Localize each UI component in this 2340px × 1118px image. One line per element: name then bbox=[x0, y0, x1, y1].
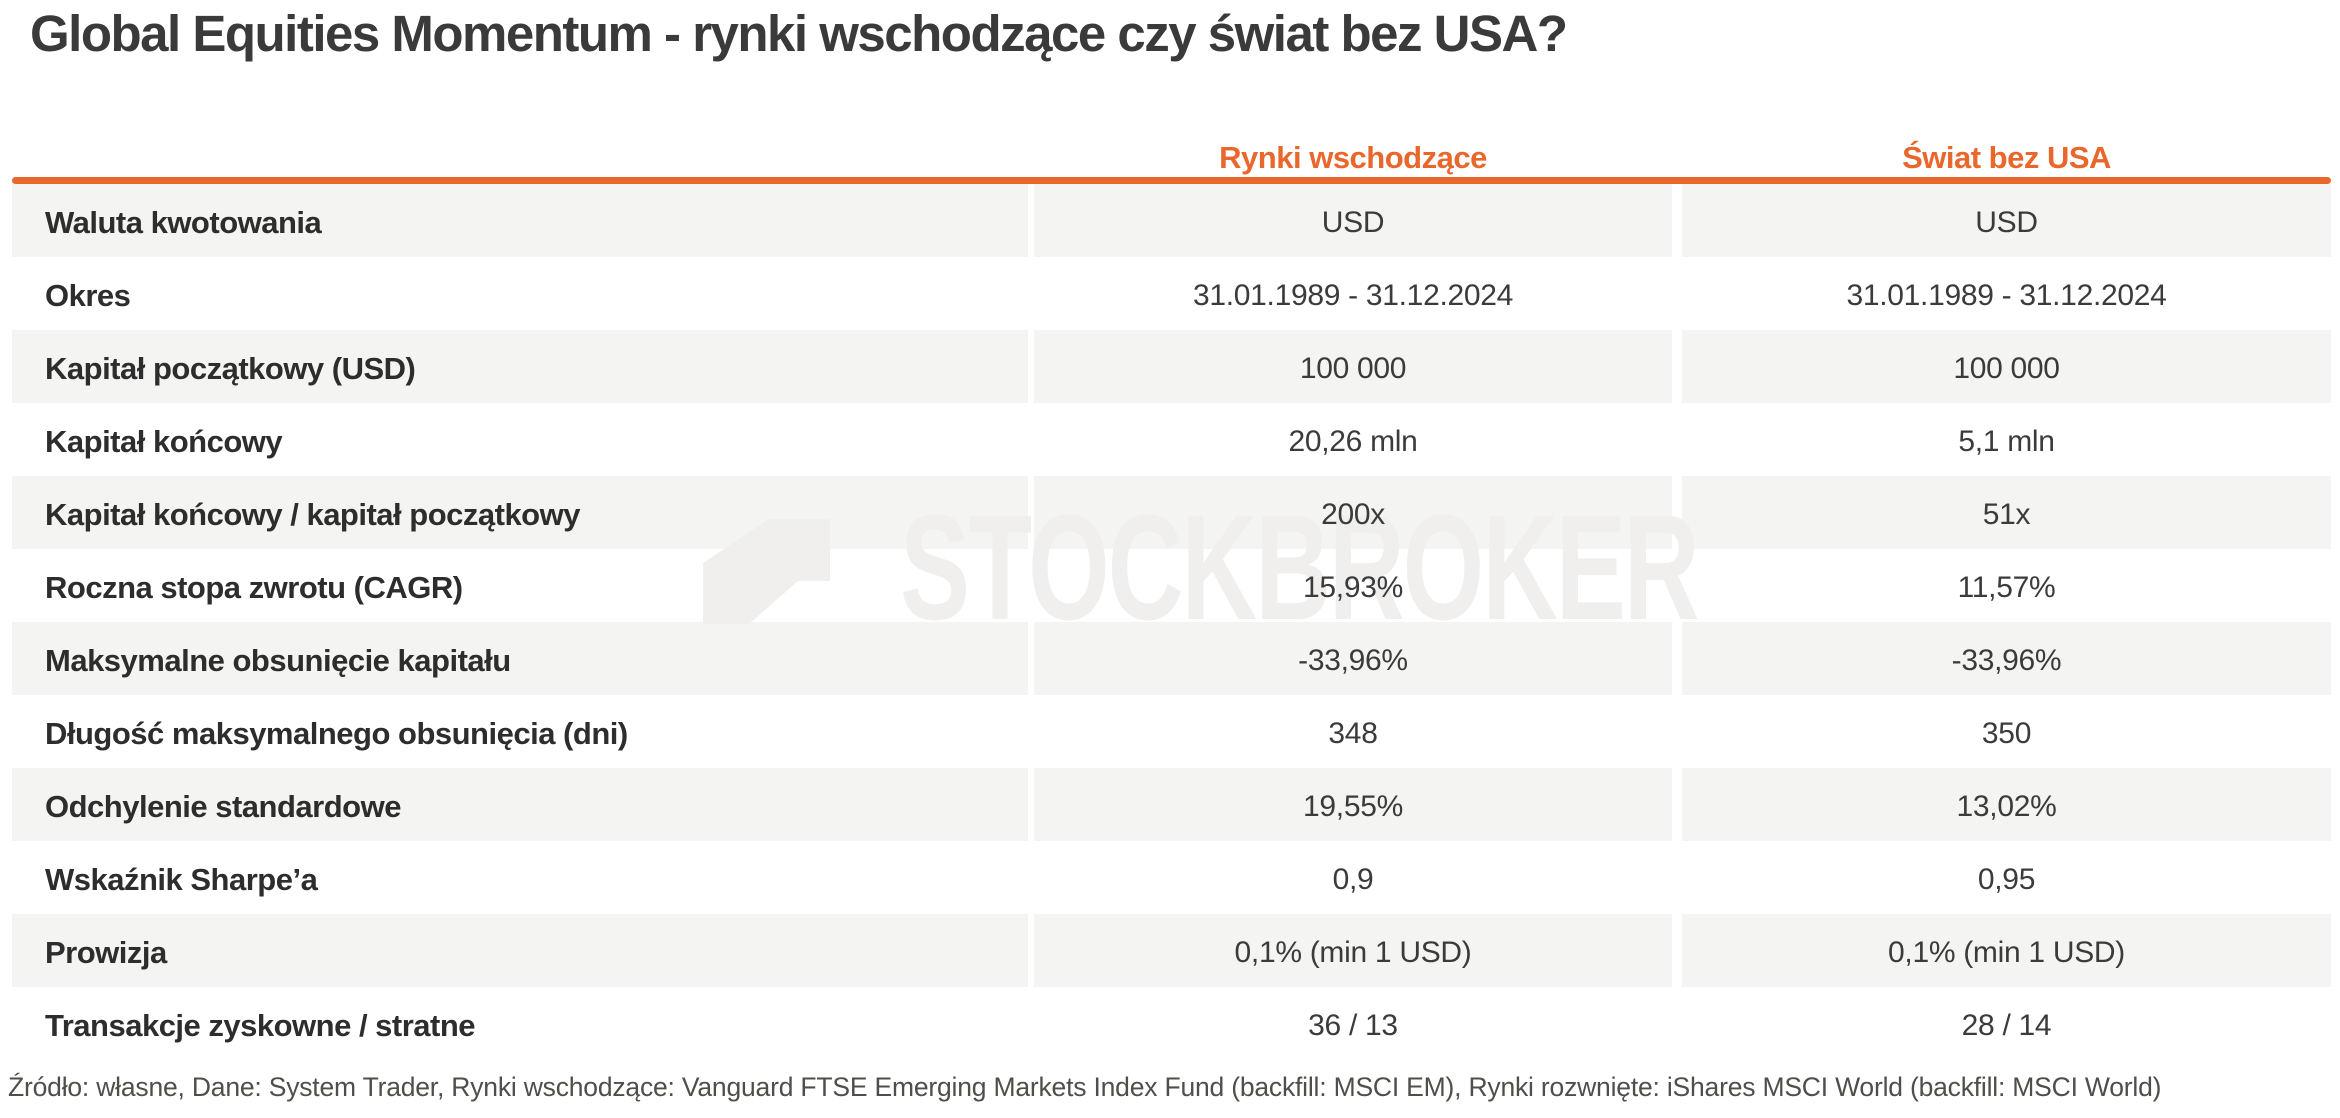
cell-value-emerging: 31.01.1989 - 31.12.2024 bbox=[1192, 278, 1514, 312]
cell-value-emerging: USD bbox=[1034, 184, 1672, 257]
row-label: Okres bbox=[45, 277, 131, 313]
page-title: Global Equities Momentum - rynki wschodz… bbox=[30, 5, 1568, 62]
table-row: Kapitał początkowy (USD) 100 000 100 000 bbox=[12, 330, 2331, 403]
table-row: Długość maksymalnego obsunięcia (dni) 34… bbox=[12, 695, 2331, 768]
row-label: Wskaźnik Sharpe’a bbox=[45, 861, 318, 897]
column-header-world: Świat bez USA bbox=[1902, 140, 2111, 175]
cell-value-world: 0,1% (min 1 USD) bbox=[1682, 914, 2331, 987]
row-label: Waluta kwotowania bbox=[12, 184, 1028, 257]
table-row: Kapitał końcowy 20,26 mln 5,1 mln bbox=[12, 403, 2331, 476]
table-row: Prowizja 0,1% (min 1 USD) 0,1% (min 1 US… bbox=[12, 914, 2331, 987]
row-label: Odchylenie standardowe bbox=[12, 768, 1028, 841]
cell-value-emerging: 0,9 bbox=[1332, 862, 1374, 896]
row-label: Transakcje zyskowne / stratne bbox=[45, 1007, 476, 1043]
watermark-text: STOCKBROKER bbox=[900, 483, 1700, 651]
header-spacer bbox=[12, 128, 1028, 176]
table-row: Maksymalne obsunięcie kapitału -33,96% -… bbox=[12, 622, 2331, 695]
cell-value-world: 13,02% bbox=[1682, 768, 2331, 841]
row-label: Roczna stopa zwrotu (CAGR) bbox=[45, 569, 463, 605]
table-row: Kapitał końcowy / kapitał początkowy 200… bbox=[12, 476, 2331, 549]
column-header-emerging: Rynki wschodzące bbox=[1219, 140, 1487, 175]
cell-value-world: 5,1 mln bbox=[1958, 424, 2055, 458]
cell-value-emerging: -33,96% bbox=[1034, 622, 1672, 695]
cell-value-world: 100 000 bbox=[1682, 330, 2331, 403]
cell-value-world: USD bbox=[1682, 184, 2331, 257]
table-row: Okres 31.01.1989 - 31.12.2024 31.01.1989… bbox=[12, 257, 2331, 330]
accent-divider-line bbox=[12, 177, 2331, 184]
cell-value-emerging: 20,26 mln bbox=[1288, 424, 1418, 458]
row-label: Prowizja bbox=[12, 914, 1028, 987]
stockbroker-arrow-logo-icon bbox=[703, 519, 830, 624]
cell-value-world: -33,96% bbox=[1682, 622, 2331, 695]
column-headers: Rynki wschodzące Świat bez USA bbox=[12, 128, 2331, 176]
row-label: Maksymalne obsunięcie kapitału bbox=[12, 622, 1028, 695]
cell-value-emerging: 100 000 bbox=[1034, 330, 1672, 403]
table-row: Transakcje zyskowne / stratne 36 / 13 28… bbox=[12, 987, 2331, 1060]
source-footnote: Źródło: własne, Dane: System Trader, Ryn… bbox=[8, 1072, 2162, 1102]
cell-value-emerging: 0,1% (min 1 USD) bbox=[1034, 914, 1672, 987]
table-row: Odchylenie standardowe 19,55% 13,02% bbox=[12, 768, 2331, 841]
row-label: Kapitał końcowy / kapitał początkowy bbox=[12, 476, 1028, 549]
cell-value-world: 28 / 14 bbox=[1961, 1008, 2052, 1042]
cell-value-world: 350 bbox=[1981, 716, 2032, 750]
table-row: Wskaźnik Sharpe’a 0,9 0,95 bbox=[12, 841, 2331, 914]
comparison-table: Waluta kwotowania USD USD Okres 31.01.19… bbox=[12, 184, 2331, 1060]
table-row: Waluta kwotowania USD USD bbox=[12, 184, 2331, 257]
cell-value-emerging: 36 / 13 bbox=[1308, 1008, 1398, 1042]
cell-value-emerging: 200x bbox=[1034, 476, 1672, 549]
cell-value-world: 51x bbox=[1682, 476, 2331, 549]
row-label: Kapitał końcowy bbox=[45, 423, 283, 459]
cell-value-world: 11,57% bbox=[1957, 570, 2056, 604]
cell-value-world: 0,95 bbox=[1977, 862, 2036, 896]
cell-value-emerging: 348 bbox=[1328, 716, 1378, 750]
cell-value-world: 31.01.1989 - 31.12.2024 bbox=[1846, 278, 2167, 312]
cell-value-emerging: 15,93% bbox=[1303, 570, 1403, 604]
cell-value-emerging: 19,55% bbox=[1034, 768, 1672, 841]
row-label: Kapitał początkowy (USD) bbox=[12, 330, 1028, 403]
table-row: Roczna stopa zwrotu (CAGR) 15,93% 11,57% bbox=[12, 549, 2331, 622]
row-label: Długość maksymalnego obsunięcia (dni) bbox=[45, 715, 628, 751]
